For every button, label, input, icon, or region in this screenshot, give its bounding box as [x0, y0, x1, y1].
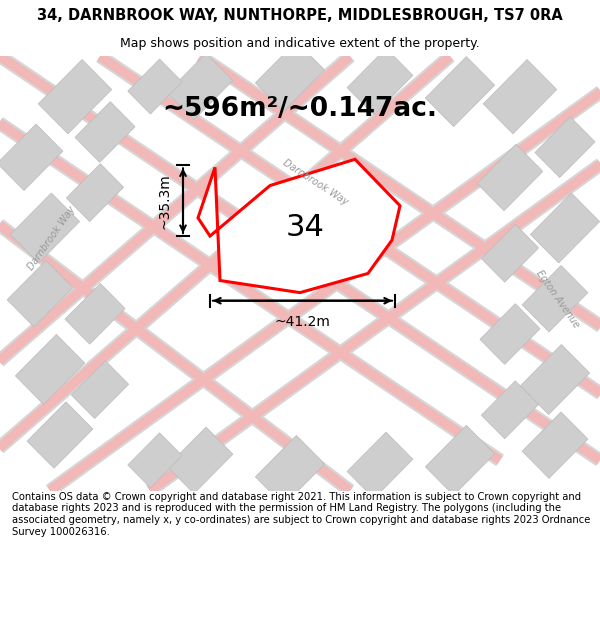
Polygon shape	[520, 344, 590, 414]
Text: Map shows position and indicative extent of the property.: Map shows position and indicative extent…	[120, 38, 480, 51]
Text: 34, DARNBROOK WAY, NUNTHORPE, MIDDLESBROUGH, TS7 0RA: 34, DARNBROOK WAY, NUNTHORPE, MIDDLESBRO…	[37, 8, 563, 23]
Polygon shape	[481, 224, 539, 282]
Text: Egton Avenue: Egton Avenue	[535, 268, 581, 329]
Polygon shape	[530, 193, 599, 263]
Text: 34: 34	[286, 214, 325, 243]
Text: ~35.3m: ~35.3m	[157, 173, 171, 229]
Polygon shape	[167, 53, 233, 120]
Polygon shape	[128, 433, 182, 488]
Polygon shape	[27, 402, 93, 468]
Polygon shape	[535, 117, 595, 178]
Polygon shape	[10, 193, 80, 263]
Polygon shape	[256, 41, 325, 111]
Polygon shape	[167, 427, 233, 494]
Polygon shape	[347, 432, 413, 499]
Text: ~596m²/~0.147ac.: ~596m²/~0.147ac.	[163, 96, 437, 122]
Polygon shape	[198, 159, 400, 292]
Polygon shape	[75, 102, 135, 162]
Polygon shape	[0, 124, 63, 191]
Polygon shape	[477, 144, 543, 211]
Polygon shape	[67, 164, 124, 221]
Polygon shape	[481, 381, 539, 439]
Polygon shape	[425, 57, 494, 127]
Text: ~41.2m: ~41.2m	[275, 315, 331, 329]
Polygon shape	[425, 426, 494, 496]
Text: Contains OS data © Crown copyright and database right 2021. This information is : Contains OS data © Crown copyright and d…	[12, 492, 590, 537]
Polygon shape	[522, 266, 588, 332]
Polygon shape	[480, 304, 540, 364]
Polygon shape	[522, 412, 588, 478]
Text: Darnbrook Way: Darnbrook Way	[26, 204, 78, 272]
Polygon shape	[16, 334, 85, 404]
Text: Darnbrook Way: Darnbrook Way	[281, 158, 349, 208]
Polygon shape	[347, 48, 413, 115]
Polygon shape	[7, 261, 73, 327]
Polygon shape	[65, 284, 125, 344]
Polygon shape	[38, 59, 112, 134]
Polygon shape	[128, 59, 182, 114]
Polygon shape	[483, 59, 557, 134]
Polygon shape	[71, 361, 128, 419]
Polygon shape	[256, 436, 325, 506]
